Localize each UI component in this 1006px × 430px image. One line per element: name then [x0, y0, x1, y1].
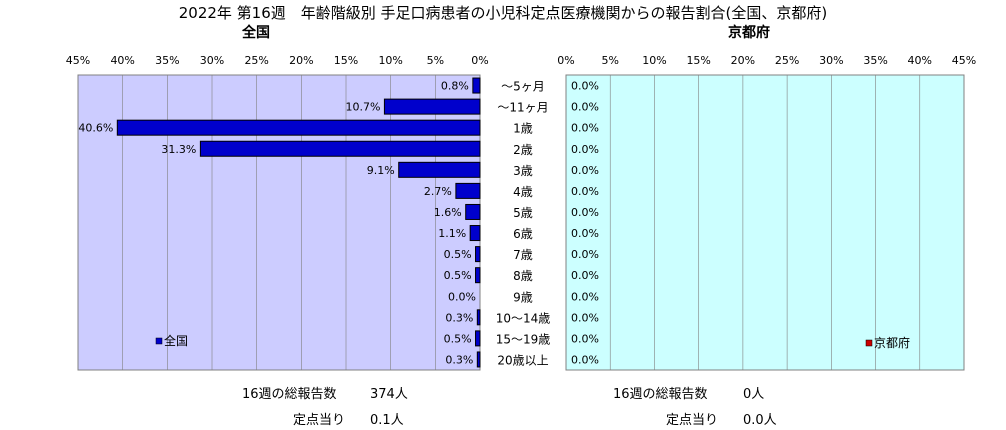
right-total-value: 0人: [743, 387, 765, 402]
right-x-tick: 40%: [908, 54, 932, 67]
national-data-label: 0.3%: [445, 311, 473, 324]
category-label: 3歳: [513, 164, 533, 178]
kyoto-data-label: 0.0%: [571, 80, 599, 93]
right-x-tick: 0%: [557, 54, 574, 67]
right-x-tick: 25%: [775, 54, 799, 67]
national-bar: [455, 182, 481, 199]
right-x-tick: 5%: [601, 54, 618, 67]
right-x-tick: 10%: [642, 54, 666, 67]
national-data-label: 31.3%: [161, 143, 196, 156]
right-panel-label: 京都府: [728, 25, 770, 41]
national-bar: [116, 119, 481, 136]
kyoto-data-label: 0.0%: [571, 143, 599, 156]
left-x-tick: 45%: [66, 54, 90, 67]
left-total-label: 16週の総報告数: [242, 387, 337, 402]
right-per-label: 定点当り: [666, 413, 719, 428]
right-x-tick: 15%: [686, 54, 710, 67]
national-bar: [398, 161, 481, 178]
national-data-label: 1.6%: [434, 206, 462, 219]
kyoto-data-label: 0.0%: [571, 311, 599, 324]
left-total-value: 374人: [370, 387, 408, 402]
national-data-label: 0.8%: [441, 80, 469, 93]
kyoto-legend-label: 京都府: [874, 335, 910, 350]
national-data-label: 0.5%: [444, 248, 472, 261]
left-x-tick: 0%: [471, 54, 488, 67]
national-bar: [199, 140, 481, 157]
kyoto-data-label: 0.0%: [571, 353, 599, 366]
national-bar: [383, 98, 481, 115]
national-bar: [475, 267, 481, 284]
kyoto-data-label: 0.0%: [571, 248, 599, 261]
national-bar: [476, 351, 481, 368]
national-bar: [469, 225, 481, 242]
right-plot-area: [565, 74, 965, 371]
chart-title: 2022年 第16週 年齢階級別 手足口病患者の小児科定点医療機関からの報告割合…: [178, 4, 828, 22]
right-x-tick: 45%: [952, 54, 976, 67]
kyoto-data-label: 0.0%: [571, 185, 599, 198]
left-panel-label: 全国: [242, 25, 270, 41]
left-plot-area: [77, 74, 481, 371]
national-bar: [472, 77, 481, 94]
right-per-value: 0.0人: [743, 413, 777, 428]
category-label: 6歳: [513, 227, 533, 241]
national-data-label: 2.7%: [424, 185, 452, 198]
kyoto-data-label: 0.0%: [571, 332, 599, 345]
category-label: ～5ヶ月: [501, 80, 545, 94]
right-x-tick: 35%: [863, 54, 887, 67]
category-label: 15～19歳: [496, 332, 551, 346]
kyoto-data-label: 0.0%: [571, 206, 599, 219]
category-label: 10～14歳: [496, 311, 551, 325]
right-x-tick: 30%: [819, 54, 843, 67]
national-bar: [476, 309, 481, 326]
national-bar: [475, 330, 481, 347]
national-data-label: 10.7%: [345, 101, 380, 114]
national-bar: [465, 203, 481, 220]
category-label: 8歳: [513, 269, 533, 283]
national-data-label: 9.1%: [367, 164, 395, 177]
kyoto-data-label: 0.0%: [571, 290, 599, 303]
left-x-tick: 15%: [334, 54, 358, 67]
national-data-label: 0.3%: [445, 353, 473, 366]
left-x-tick: 40%: [110, 54, 134, 67]
left-x-tick: 5%: [427, 54, 444, 67]
national-bar: [475, 246, 481, 263]
kyoto-legend-marker: [865, 339, 873, 347]
left-x-tick: 30%: [200, 54, 224, 67]
category-label: 4歳: [513, 185, 533, 199]
category-label: ～11ヶ月: [497, 101, 548, 115]
category-label: 20歳以上: [497, 353, 548, 367]
category-label: 1歳: [513, 122, 533, 136]
category-label: 9歳: [513, 290, 533, 304]
left-x-tick: 25%: [244, 54, 268, 67]
national-data-label: 0.5%: [444, 269, 472, 282]
right-x-tick: 20%: [731, 54, 755, 67]
left-x-tick: 10%: [378, 54, 402, 67]
national-data-label: 0.5%: [444, 332, 472, 345]
category-label: 2歳: [513, 143, 533, 157]
national-data-label: 40.6%: [78, 122, 113, 135]
national-data-label: 0.0%: [448, 290, 476, 303]
national-legend-marker: [155, 337, 163, 345]
left-x-tick: 20%: [289, 54, 313, 67]
kyoto-data-label: 0.0%: [571, 122, 599, 135]
left-per-label: 定点当り: [293, 413, 346, 428]
kyoto-data-label: 0.0%: [571, 227, 599, 240]
national-legend-label: 全国: [164, 333, 188, 348]
category-label: 7歳: [513, 248, 533, 262]
right-total-label: 16週の総報告数: [613, 387, 708, 402]
kyoto-data-label: 0.0%: [571, 164, 599, 177]
kyoto-data-label: 0.0%: [571, 101, 599, 114]
left-per-value: 0.1人: [370, 413, 404, 428]
kyoto-data-label: 0.0%: [571, 269, 599, 282]
national-data-label: 1.1%: [438, 227, 466, 240]
category-label: 5歳: [513, 206, 533, 220]
left-x-tick: 35%: [155, 54, 179, 67]
